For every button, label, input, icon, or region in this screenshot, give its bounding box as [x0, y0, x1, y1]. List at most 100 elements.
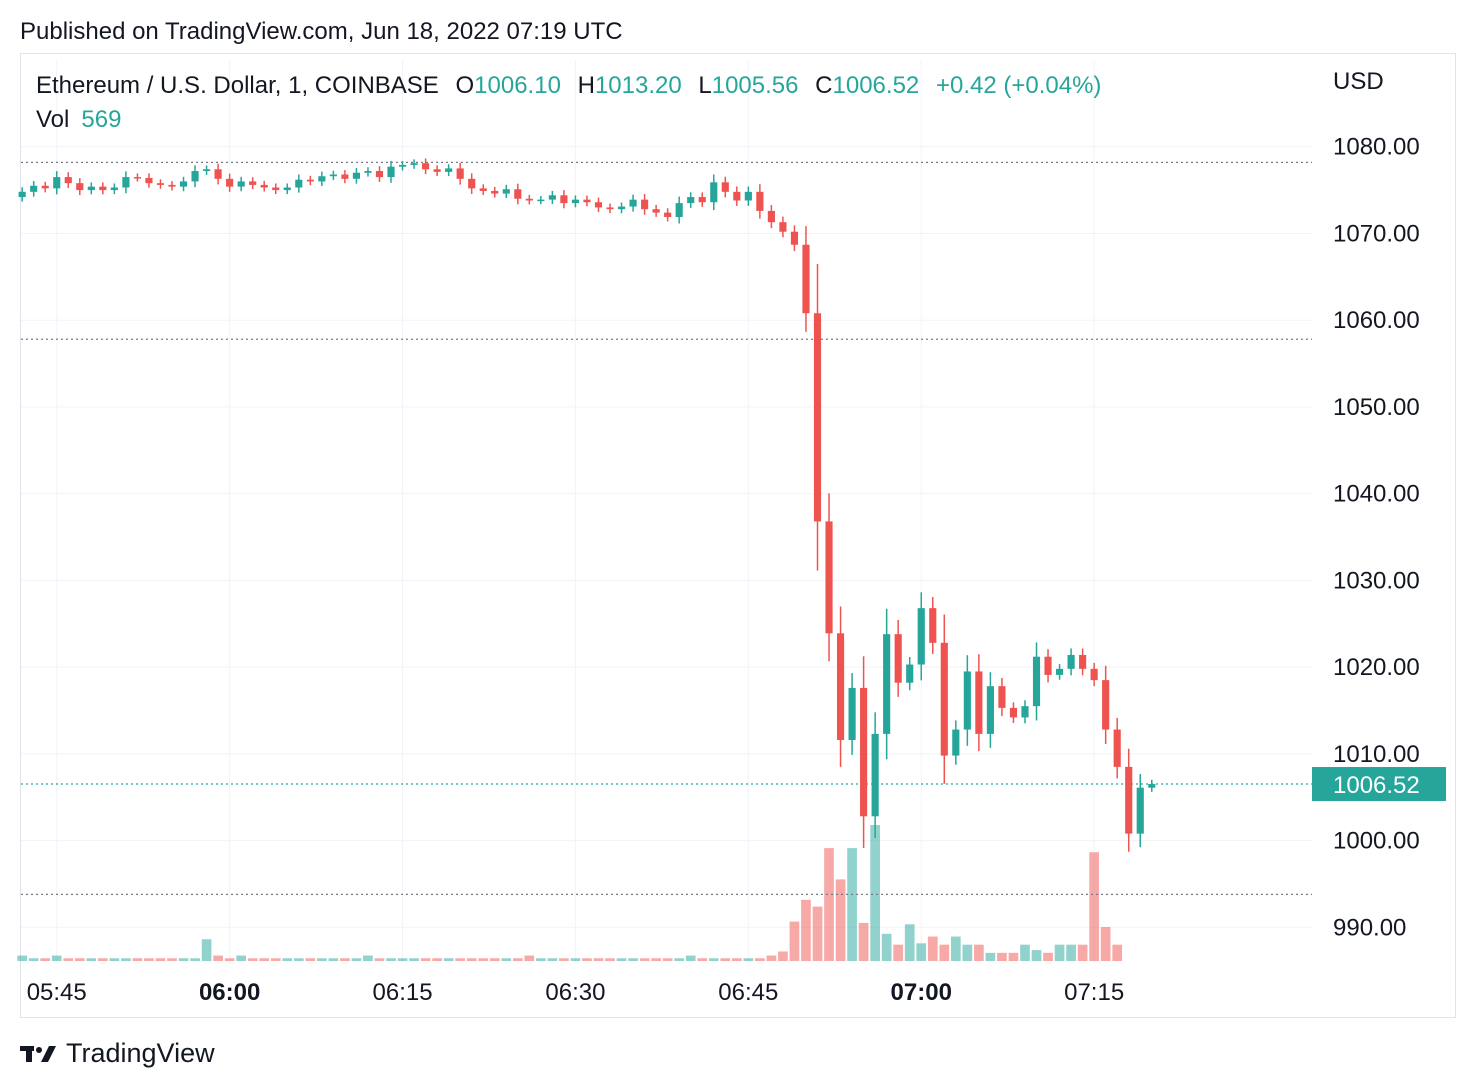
candle-body-down	[156, 183, 165, 185]
volume-bar	[374, 958, 385, 961]
candle-body-down	[145, 177, 153, 184]
close-value: C1006.52	[815, 72, 920, 99]
volume-bar	[282, 958, 293, 961]
candle-body-up	[744, 191, 752, 201]
candle-body-up	[53, 177, 61, 189]
candle-body-down	[249, 181, 257, 185]
candle-body-down	[525, 198, 533, 201]
volume-bar	[351, 958, 362, 961]
candle-body-up	[110, 187, 118, 191]
candle-body-up	[179, 181, 188, 187]
volume-bar	[501, 958, 512, 961]
y-tick-label: 1050.00	[1333, 394, 1420, 421]
volume-bar	[236, 955, 247, 961]
volume-bar	[858, 922, 869, 961]
volume-bar	[1100, 927, 1111, 961]
volume-bar	[1066, 944, 1076, 961]
volume-bar	[97, 958, 108, 961]
candle-body-up	[364, 171, 372, 173]
candle-body-up	[1055, 668, 1064, 675]
volume-bar	[489, 958, 500, 961]
candle-body-up	[191, 171, 199, 182]
volume-legend: Vol 569	[36, 106, 121, 134]
y-tick-label: 1070.00	[1333, 220, 1420, 247]
candle-body-up	[1032, 656, 1041, 707]
volume-bar	[386, 958, 396, 961]
candle-body-up	[629, 199, 637, 207]
candle-body-up	[445, 168, 453, 172]
candle-body-up	[352, 172, 361, 179]
volume-bar	[270, 958, 281, 961]
y-tick-label: 1040.00	[1333, 481, 1420, 508]
candle-body-down	[813, 313, 822, 522]
x-tick-label: 07:00	[891, 979, 952, 1006]
candle-body-down	[721, 182, 729, 192]
volume-bar	[524, 955, 535, 961]
candle-body-down	[133, 177, 141, 179]
volume-bar	[927, 936, 938, 961]
volume-bar	[1031, 950, 1042, 961]
volume-bar	[132, 958, 143, 961]
volume-bar	[213, 955, 223, 961]
volume-bar	[778, 951, 788, 961]
candle-body-down	[1009, 707, 1018, 718]
last-price-tag	[1312, 767, 1446, 802]
volume-bar	[743, 958, 754, 961]
volume-bar	[63, 958, 74, 961]
candle-body-up	[387, 166, 395, 178]
candle-body-up	[295, 179, 303, 188]
volume-bar	[178, 958, 189, 961]
volume-bar	[997, 952, 1007, 961]
candle-body-up	[203, 169, 211, 172]
candle-body-up	[548, 195, 556, 200]
volume-bar	[224, 958, 235, 961]
volume-bar	[397, 958, 408, 961]
candle-body-up	[283, 187, 291, 191]
volume-bar	[443, 958, 454, 961]
volume-layer	[17, 825, 1123, 961]
volume-bar	[824, 848, 834, 961]
volume-bar	[317, 958, 327, 961]
chart-frame[interactable]	[20, 53, 1456, 1018]
y-tick-label: 1080.00	[1333, 134, 1420, 161]
volume-bar	[340, 958, 350, 961]
volume-bar	[201, 939, 212, 961]
volume-bar	[109, 958, 120, 961]
volume-bar	[962, 944, 973, 961]
volume-bar	[466, 958, 477, 961]
tradingview-logo[interactable]: TradingView	[20, 1038, 215, 1069]
candle-body-down	[456, 168, 464, 179]
candle-body-down	[594, 202, 603, 208]
candle-body-down	[375, 171, 384, 178]
candle-body-down	[825, 521, 833, 634]
candle-body-up	[329, 174, 337, 177]
candle-body-down	[1079, 654, 1087, 669]
candle-body-up	[30, 185, 38, 192]
symbol-label: Ethereum / U.S. Dollar, 1, COINBASE	[36, 72, 439, 99]
volume-bar	[605, 958, 615, 961]
axis-layer: 1080.00 1070.00 1060.00 1050.00 1040.00 1030.…	[27, 134, 1446, 1006]
candle-body-down	[929, 608, 937, 643]
candle-body-up	[502, 189, 510, 194]
candle-body-down	[975, 671, 983, 734]
candle-body-down	[733, 191, 741, 201]
candle-body-up	[675, 203, 683, 217]
candle-body-up	[906, 664, 914, 683]
candle-body-up	[18, 191, 26, 198]
candle-body-down	[652, 209, 660, 213]
volume-bar	[766, 955, 777, 961]
candle-body-down	[422, 163, 430, 170]
volume-bar	[939, 944, 950, 961]
candle-body-up	[1021, 706, 1029, 718]
candle-body-down	[168, 184, 176, 187]
candle-body-down	[583, 199, 591, 203]
candle-body-down	[1102, 680, 1110, 730]
volume-bar	[731, 958, 742, 961]
candle-body-down	[341, 174, 349, 179]
volume-bar	[916, 943, 927, 961]
volume-bar	[835, 879, 846, 961]
candle-body-up	[848, 687, 856, 740]
x-tick-label: 05:45	[27, 979, 87, 1006]
volume-bar	[801, 899, 811, 961]
